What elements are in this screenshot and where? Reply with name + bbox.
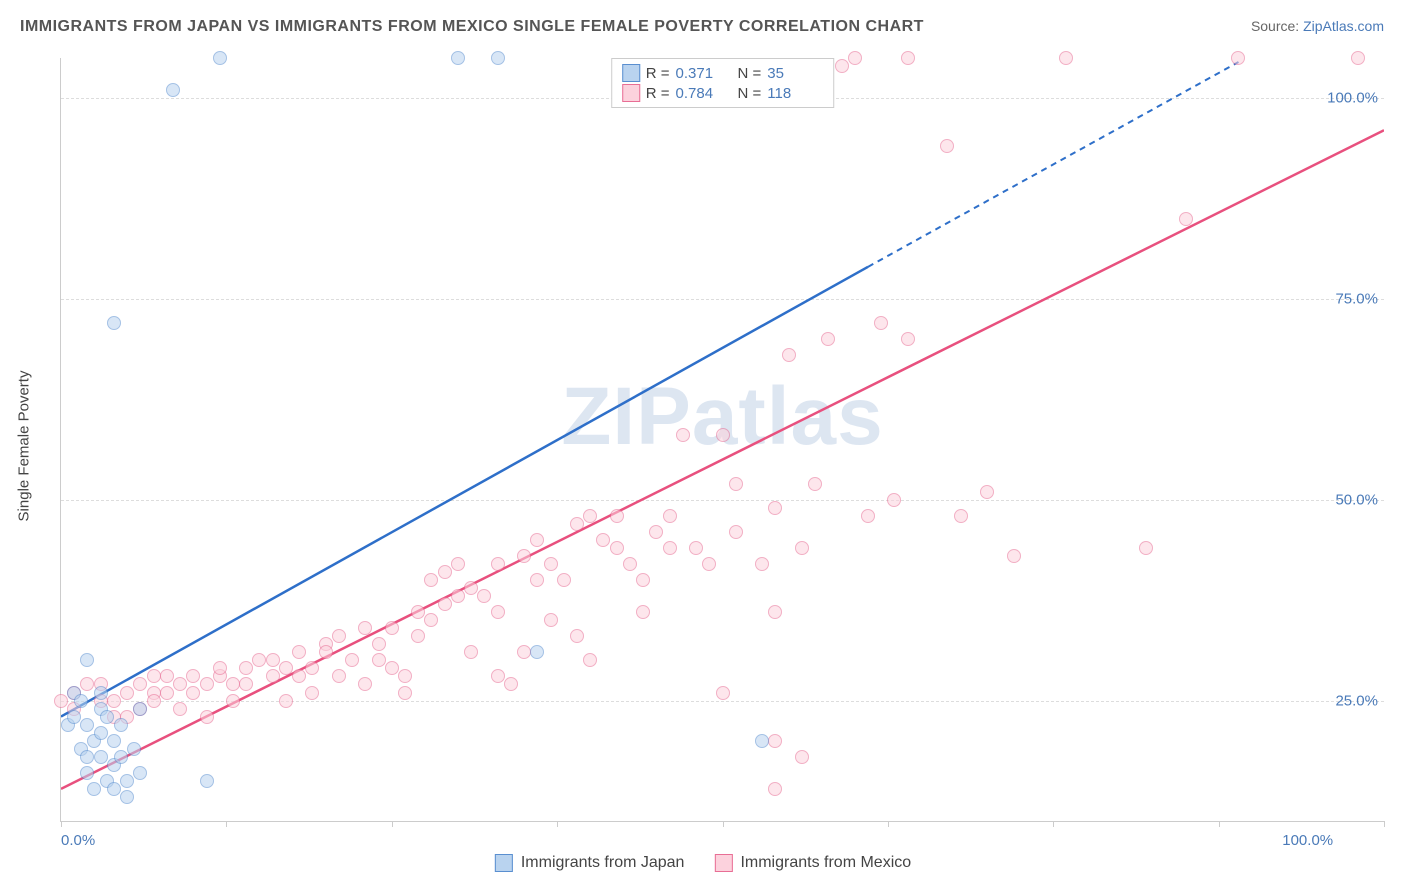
y-axis-title: Single Female Poverty: [16, 371, 33, 522]
legend-correlation: R = 0.371 N = 35 R = 0.784 N = 118: [611, 58, 835, 108]
chart-plot-area: ZIPatlas R = 0.371 N = 35 R = 0.784 N = …: [60, 58, 1384, 822]
source-link[interactable]: ZipAtlas.com: [1303, 18, 1384, 34]
legend-item-mexico: Immigrants from Mexico: [714, 854, 911, 872]
data-point-japan: [491, 51, 505, 65]
data-point-japan: [114, 718, 128, 732]
x-tick: [392, 821, 393, 827]
swatch-icon: [495, 854, 513, 872]
x-tick: [1219, 821, 1220, 827]
data-point-japan: [94, 726, 108, 740]
legend-label-mexico: Immigrants from Mexico: [740, 854, 911, 872]
data-point-japan: [100, 710, 114, 724]
data-point-japan: [166, 83, 180, 97]
data-point-japan: [127, 742, 141, 756]
data-point-japan: [213, 51, 227, 65]
data-point-japan: [133, 766, 147, 780]
y-tick-label: 50.0%: [1335, 491, 1378, 508]
x-tick: [61, 821, 62, 827]
scatter-japan: [61, 58, 1384, 821]
x-tick: [723, 821, 724, 827]
n-label: N =: [738, 85, 762, 102]
data-point-japan: [755, 734, 769, 748]
x-tick: [557, 821, 558, 827]
data-point-japan: [120, 774, 134, 788]
swatch-icon: [622, 84, 640, 102]
data-point-japan: [80, 750, 94, 764]
data-point-japan: [200, 774, 214, 788]
data-point-japan: [80, 718, 94, 732]
legend-row-japan: R = 0.371 N = 35: [622, 63, 824, 83]
data-point-japan: [114, 750, 128, 764]
data-point-japan: [67, 710, 81, 724]
swatch-icon: [622, 64, 640, 82]
data-point-japan: [87, 782, 101, 796]
data-point-japan: [94, 750, 108, 764]
r-value-mexico: 0.784: [676, 85, 732, 102]
y-tick-label: 75.0%: [1335, 290, 1378, 307]
data-point-japan: [94, 686, 108, 700]
y-tick-label: 100.0%: [1327, 90, 1378, 107]
data-point-japan: [107, 316, 121, 330]
r-label: R =: [646, 85, 670, 102]
x-tick: [1384, 821, 1385, 827]
data-point-japan: [107, 734, 121, 748]
chart-title: IMMIGRANTS FROM JAPAN VS IMMIGRANTS FROM…: [20, 18, 924, 36]
data-point-japan: [133, 702, 147, 716]
n-label: N =: [738, 65, 762, 82]
x-tick: [888, 821, 889, 827]
chart-source: Source: ZipAtlas.com: [1251, 18, 1384, 34]
data-point-japan: [107, 782, 121, 796]
x-axis-max-label: 100.0%: [1282, 832, 1333, 849]
x-tick: [226, 821, 227, 827]
x-axis-min-label: 0.0%: [61, 832, 95, 849]
data-point-japan: [451, 51, 465, 65]
n-value-japan: 35: [767, 65, 823, 82]
r-label: R =: [646, 65, 670, 82]
legend-item-japan: Immigrants from Japan: [495, 854, 685, 872]
swatch-icon: [714, 854, 732, 872]
data-point-japan: [74, 694, 88, 708]
x-tick: [1053, 821, 1054, 827]
n-value-mexico: 118: [767, 85, 823, 102]
data-point-japan: [80, 653, 94, 667]
data-point-japan: [530, 645, 544, 659]
r-value-japan: 0.371: [676, 65, 732, 82]
data-point-japan: [80, 766, 94, 780]
y-tick-label: 25.0%: [1335, 692, 1378, 709]
legend-series: Immigrants from Japan Immigrants from Me…: [495, 854, 911, 872]
data-point-japan: [120, 790, 134, 804]
legend-row-mexico: R = 0.784 N = 118: [622, 83, 824, 103]
source-label: Source:: [1251, 18, 1303, 34]
legend-label-japan: Immigrants from Japan: [521, 854, 685, 872]
